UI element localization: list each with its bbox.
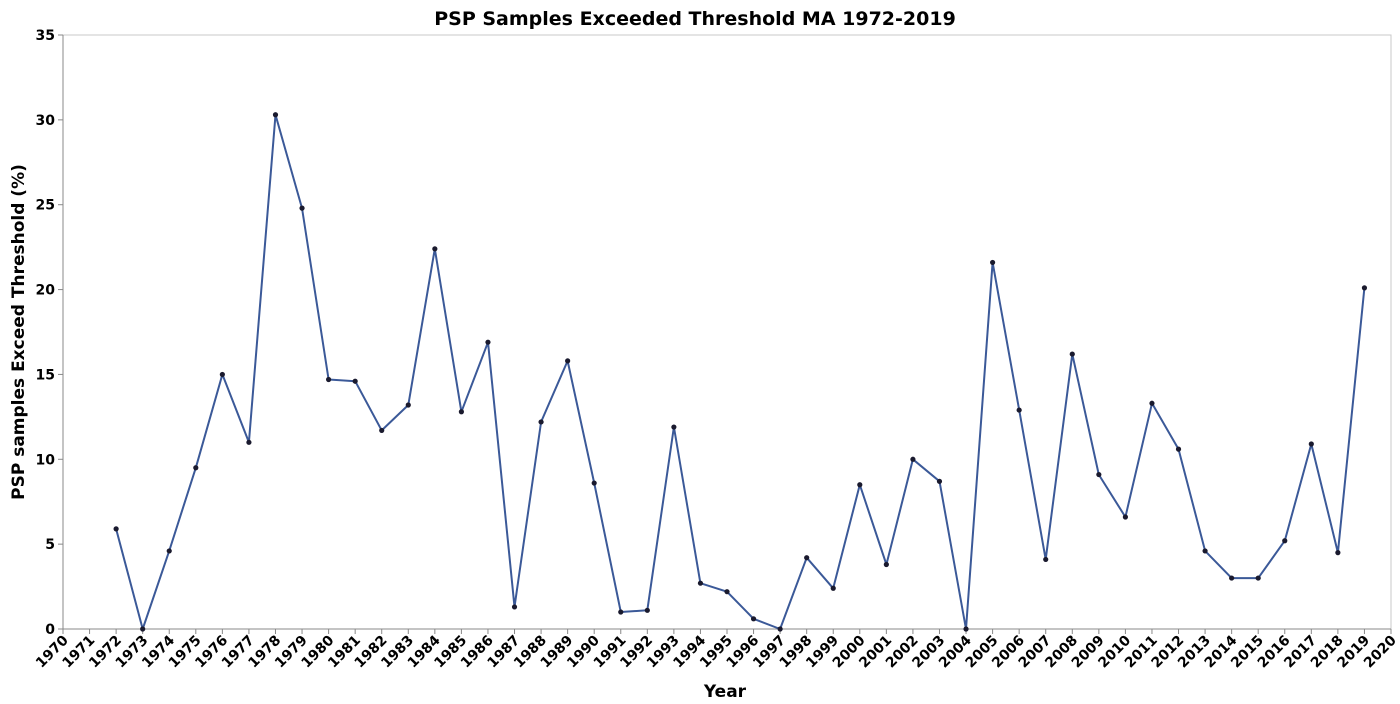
data-point-2005[interactable] <box>990 259 996 266</box>
data-point-1997[interactable] <box>777 626 783 632</box>
data-point-2012[interactable] <box>1175 446 1182 452</box>
data-point-1977[interactable] <box>246 439 252 445</box>
data-point-2000[interactable] <box>857 482 863 488</box>
data-point-2019[interactable] <box>1361 285 1368 291</box>
y-axis-ticks: 0 5 10 15 20 25 30 35 <box>36 28 63 638</box>
data-point-1986[interactable] <box>485 339 491 345</box>
data-point-1973[interactable] <box>140 626 146 632</box>
data-point-2007[interactable] <box>1043 556 1049 563</box>
data-point-1988[interactable] <box>538 419 544 425</box>
data-point-2004[interactable] <box>963 626 969 632</box>
data-point-1999[interactable] <box>830 585 836 591</box>
y-tick-label: 15 <box>36 367 55 383</box>
series-line <box>115 113 1366 630</box>
data-point-2017[interactable] <box>1308 441 1314 447</box>
data-point-2011[interactable] <box>1149 400 1155 406</box>
y-tick-label: 10 <box>36 452 56 468</box>
data-point-2015[interactable] <box>1255 575 1261 581</box>
series-layer <box>113 112 1368 632</box>
data-point-1974[interactable] <box>166 548 172 554</box>
data-point-1984[interactable] <box>432 246 438 252</box>
data-point-1982[interactable] <box>379 427 385 434</box>
data-point-1987[interactable] <box>511 604 518 610</box>
data-point-1975[interactable] <box>193 465 199 471</box>
data-point-2013[interactable] <box>1202 548 1208 554</box>
y-tick-label: 0 <box>45 622 55 638</box>
data-point-1972[interactable] <box>113 526 119 532</box>
data-point-1990[interactable] <box>591 480 597 486</box>
chart-title: PSP Samples Exceeded Threshold MA 1972-2… <box>434 8 956 30</box>
data-point-1993[interactable] <box>671 424 677 430</box>
data-point-1985[interactable] <box>458 409 464 415</box>
data-point-1980[interactable] <box>326 376 332 383</box>
data-point-2014[interactable] <box>1229 575 1235 581</box>
data-point-1976[interactable] <box>219 371 225 378</box>
data-point-2003[interactable] <box>936 478 943 484</box>
x-axis-ticks: 1970197119721973197419751976197719781979… <box>33 629 1400 671</box>
x-axis-label: Year <box>703 682 747 702</box>
y-tick-label: 25 <box>36 198 55 214</box>
y-tick-label: 35 <box>36 28 55 44</box>
data-point-2009[interactable] <box>1096 471 1102 478</box>
data-point-1996[interactable] <box>750 616 757 622</box>
data-point-1995[interactable] <box>724 589 730 595</box>
data-point-2002[interactable] <box>910 456 916 462</box>
data-point-1978[interactable] <box>272 112 279 118</box>
data-point-2010[interactable] <box>1122 514 1128 520</box>
data-point-2008[interactable] <box>1069 351 1075 357</box>
data-point-1998[interactable] <box>804 555 810 561</box>
data-point-2018[interactable] <box>1335 550 1341 556</box>
y-tick-label: 30 <box>36 113 56 129</box>
data-point-1989[interactable] <box>565 358 571 364</box>
y-tick-label: 20 <box>36 283 56 299</box>
data-point-1992[interactable] <box>644 607 650 613</box>
plot-area-frame <box>62 34 1392 630</box>
data-point-1981[interactable] <box>352 378 358 384</box>
data-point-2001[interactable] <box>883 561 889 568</box>
data-point-1979[interactable] <box>299 205 305 211</box>
data-point-1983[interactable] <box>405 402 411 408</box>
y-tick-label: 5 <box>45 537 55 553</box>
data-point-2006[interactable] <box>1016 407 1022 413</box>
data-point-1994[interactable] <box>697 580 704 586</box>
data-point-2016[interactable] <box>1282 538 1288 544</box>
data-point-1991[interactable] <box>618 609 624 615</box>
y-axis-label: PSP samples Exceed Threshold (%) <box>9 164 29 500</box>
